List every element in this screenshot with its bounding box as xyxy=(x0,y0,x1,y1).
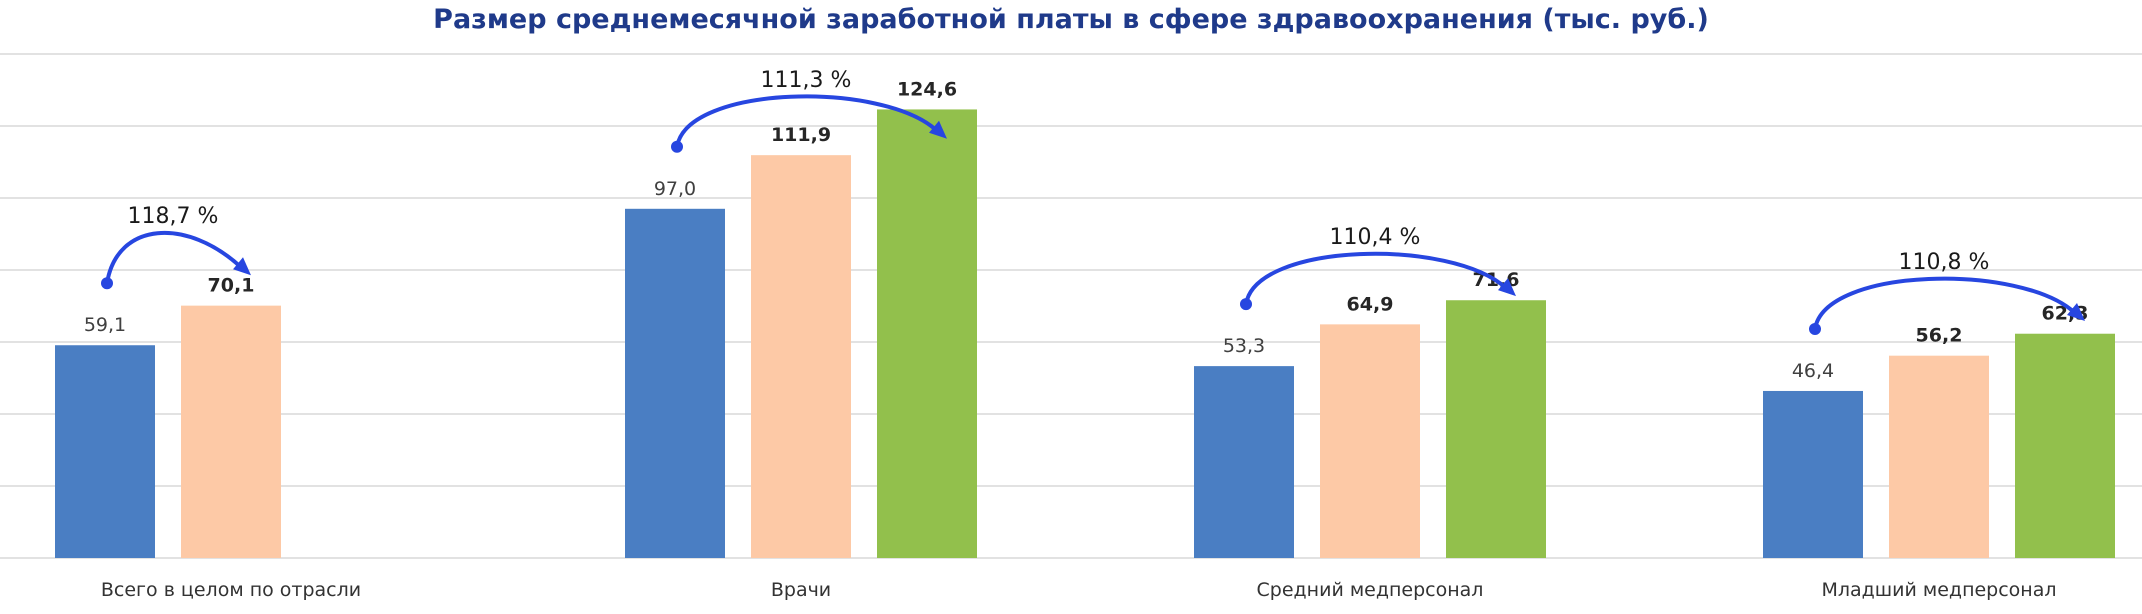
growth-arrow xyxy=(1244,251,1508,305)
bar-value-label: 46,4 xyxy=(1792,360,1834,382)
category-labels: Всего в целом по отрасли Врачи Средний мед… xyxy=(101,579,2057,601)
growth-arrow xyxy=(675,94,939,148)
value-labels: 59,197,053,346,470,1111,964,956,2124,671… xyxy=(84,78,2089,382)
bar-value-label: 64,9 xyxy=(1347,293,1394,315)
growth-percent-label: 111,3 % xyxy=(761,68,852,93)
chart-title: Размер среднемесячной заработной платы в… xyxy=(433,4,1709,35)
growth-percent-label: 110,4 % xyxy=(1330,225,1421,250)
bar-value-label: 97,0 xyxy=(654,178,696,200)
bar-value-label: 70,1 xyxy=(208,275,255,297)
category-label: Врачи xyxy=(771,579,831,601)
growth-arrowhead xyxy=(2067,302,2085,321)
growth-percent-label: 110,8 % xyxy=(1899,250,1990,275)
bar xyxy=(1446,300,1546,558)
bar-value-label: 56,2 xyxy=(1916,325,1963,347)
bar xyxy=(877,109,977,558)
category-label: Всего в целом по отрасли xyxy=(101,579,361,601)
bar xyxy=(1763,390,1863,558)
bar xyxy=(55,345,155,558)
growth-arrow xyxy=(105,230,243,284)
growth-arrowhead xyxy=(1498,278,1516,297)
bar xyxy=(1194,366,1294,558)
growth-arrow xyxy=(1813,276,2077,330)
growth-arrowhead xyxy=(929,120,947,139)
bar-value-label: 59,1 xyxy=(84,314,126,336)
bar xyxy=(751,155,851,558)
bar xyxy=(1320,324,1420,558)
bar xyxy=(181,305,281,558)
bar-value-label: 124,6 xyxy=(897,78,957,100)
bar-value-label: 111,9 xyxy=(771,124,831,146)
bars xyxy=(55,109,2115,559)
gridlines xyxy=(0,53,2142,559)
bar xyxy=(2015,333,2115,558)
growth-annotations: 118,7 % 111,3 % 110,4 % 110,8 % xyxy=(101,68,2085,335)
bar xyxy=(625,208,725,559)
bar xyxy=(1889,355,1989,558)
bar-value-label: 53,3 xyxy=(1223,335,1265,357)
growth-arrowhead xyxy=(233,257,251,276)
category-label: Младший медперсонал xyxy=(1821,579,2056,601)
category-label: Средний медперсонал xyxy=(1257,579,1484,601)
growth-percent-label: 118,7 % xyxy=(128,204,219,229)
